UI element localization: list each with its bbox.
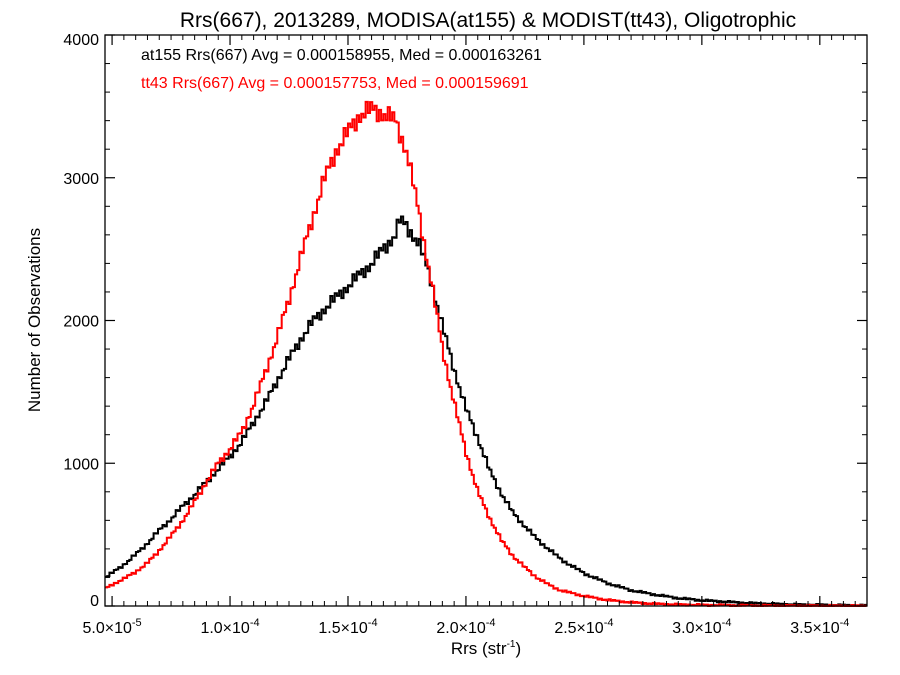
x-tick-label: 3.5×10-4: [790, 617, 849, 637]
annotation-0: at155 Rrs(667) Avg = 0.000158955, Med = …: [141, 47, 542, 64]
plot-area: 0 1000 2000 3000 4000 5.0×10-5 1.0×10-4 1.5×10-…: [63, 32, 868, 637]
x-axis-title-sup: -1: [507, 639, 516, 650]
y-tick-label: 2000: [63, 314, 99, 331]
x-tick-label: 1.0×10-4: [200, 617, 259, 637]
x-axis-title-tail: ): [515, 639, 521, 658]
x-tick-label: 2.0×10-4: [436, 617, 495, 637]
x-tick-label: 5.0×10-5: [82, 617, 141, 637]
y-tick-label: 0: [90, 593, 99, 610]
x-axis-title-main: Rrs (str: [451, 639, 507, 658]
x-axis-title: Rrs (str-1): [451, 639, 521, 658]
x-tick-label: 1.5×10-4: [318, 617, 377, 637]
y-axis-title: Number of Observations: [25, 228, 44, 412]
y-tick-label: 4000: [63, 32, 99, 49]
ticks-layer: 0 1000 2000 3000 4000 5.0×10-5 1.0×10-4 1.5×10-…: [63, 32, 867, 637]
y-tick-label: 1000: [63, 456, 99, 473]
chart-title: Rrs(667), 2013289, MODISA(at155) & MODIS…: [180, 9, 796, 32]
annotation-1: tt43 Rrs(667) Avg = 0.000157753, Med = 0…: [141, 75, 529, 92]
x-tick-label: 2.5×10-4: [554, 617, 613, 637]
x-tick-label: 3.0×10-4: [672, 617, 731, 637]
y-tick-label: 3000: [63, 171, 99, 188]
plot-frame: [104, 34, 868, 607]
series-0-histogram: [105, 215, 867, 607]
annotation-layer: at155 Rrs(667) Avg = 0.000158955, Med = …: [141, 47, 542, 92]
